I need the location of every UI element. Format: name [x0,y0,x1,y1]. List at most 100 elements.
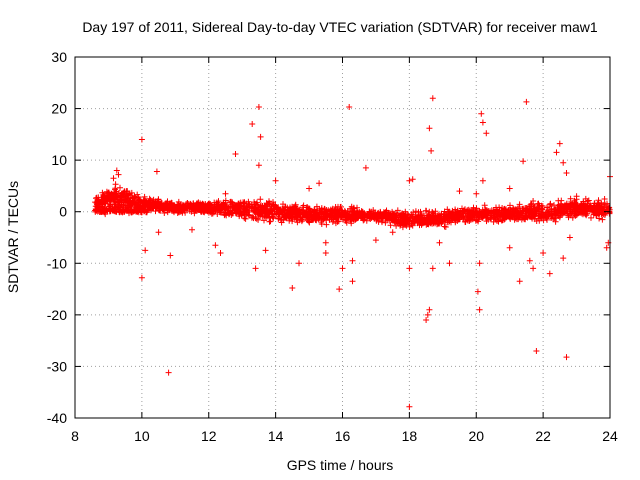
band-point [194,203,201,210]
band-point [516,211,523,218]
band-point [263,207,270,214]
y-tick-label: 0 [59,204,67,220]
band-point [129,194,136,201]
band-point [251,207,258,214]
data-point [560,255,567,262]
band-point [293,214,300,221]
band-point [128,189,135,196]
band-point [390,217,397,224]
band-point [207,208,214,215]
data-point [474,288,481,295]
band-point [157,207,164,214]
data-point [506,185,513,192]
band-point [208,204,215,211]
band-point [242,215,249,222]
x-tick-label: 14 [268,428,284,444]
band-point [343,219,350,226]
band-point [282,203,289,210]
band-point [268,205,275,212]
band-point [93,206,100,213]
band-point [321,215,328,222]
band-point [262,214,269,221]
x-tick-label: 8 [71,428,79,444]
band-point [532,210,539,217]
band-point [253,215,260,222]
band-point [476,208,483,214]
band-point [398,219,405,226]
band-point [278,219,285,226]
data-point [553,149,560,156]
band-point [582,195,589,202]
band-point [348,203,355,210]
band-point [460,213,467,220]
band-point [315,215,322,222]
data-point [556,140,563,147]
band-point [185,201,192,207]
band-point [444,211,451,218]
band-point [198,203,204,209]
band-point [328,214,335,221]
x-tick-label: 16 [335,428,351,444]
band-point [423,207,430,214]
data-point [560,159,567,166]
band-point [513,216,520,223]
band-point [240,202,247,209]
band-point [400,215,407,222]
band-point [496,204,503,211]
band-point [594,206,601,213]
band-point [135,194,142,200]
data-point [526,257,533,264]
data-point [479,119,486,126]
band-point [464,212,471,219]
band-point [467,211,474,218]
band-point [265,213,272,220]
band-point [269,211,276,218]
band-point [400,211,407,218]
band-point [121,208,128,215]
band-point [444,206,451,213]
band-point [222,209,229,215]
band-point [190,206,197,213]
band-point [340,216,346,223]
band-point [582,211,589,218]
data-point [603,244,610,251]
band-point [316,210,323,217]
data-point [563,170,570,176]
band-point [599,216,606,223]
data-point [523,98,530,105]
data-point [322,250,329,256]
data-point [429,265,436,272]
y-tick-label: -10 [47,255,67,271]
data-point [409,176,416,183]
band-point [323,210,330,217]
data-point [296,260,302,267]
band-point [517,210,524,217]
band-point [266,198,272,205]
band-point [568,203,575,210]
band-point [166,200,173,207]
band-point [354,208,361,215]
band-point [479,214,486,221]
data-point [406,265,413,272]
band-point [406,214,413,221]
band-point [278,208,285,215]
band-point [341,211,348,218]
data-point [346,104,353,110]
band-point [442,224,449,230]
data-point [336,286,343,293]
band-point [553,215,560,222]
band-point [334,218,341,225]
data-point [339,265,346,272]
grid [75,57,610,418]
band-point [106,192,113,199]
band-point [539,206,546,213]
data-point [217,250,224,256]
data-point [389,229,396,236]
band-point [118,197,125,204]
band-point [267,218,274,225]
band-point [600,208,607,215]
band-point [161,210,168,216]
data-point [476,260,483,267]
band-point [536,202,543,209]
data-point [110,175,117,182]
